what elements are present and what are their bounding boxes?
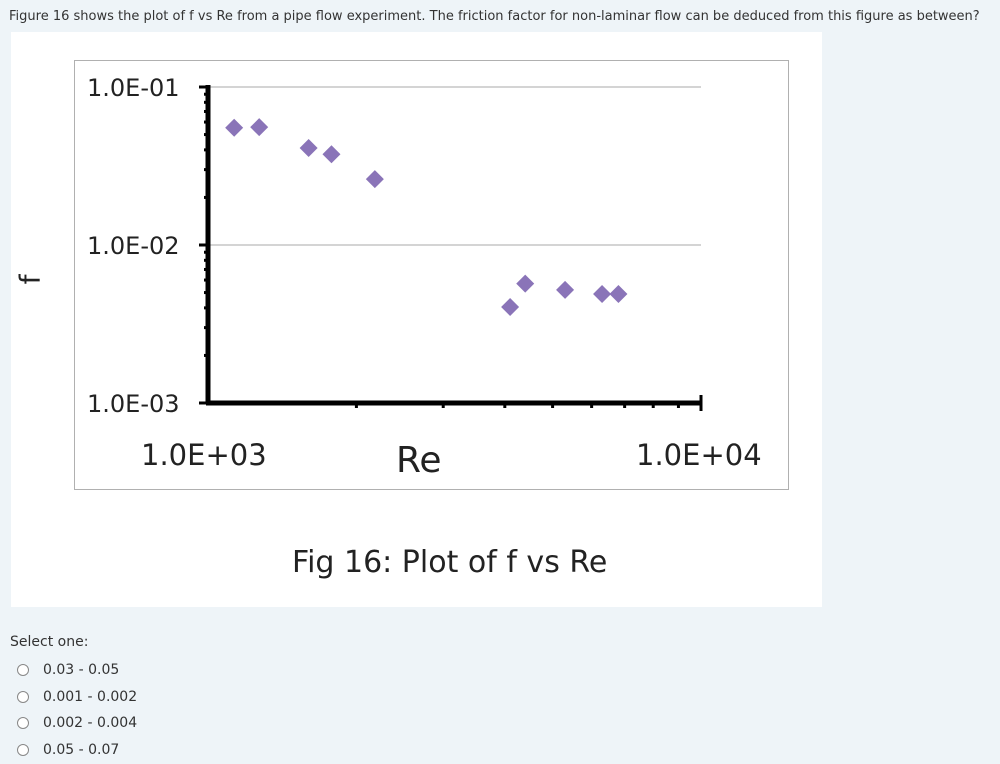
data-point (516, 274, 535, 293)
question-text: Figure 16 shows the plot of f vs Re from… (9, 9, 980, 24)
data-point (556, 280, 575, 299)
answer-option[interactable]: 0.03 - 0.05 (17, 657, 137, 684)
radio-button[interactable] (17, 690, 29, 703)
y-tick-label: 1.0E-03 (87, 390, 180, 418)
data-point (501, 298, 520, 317)
x-axis-label: Re (396, 440, 442, 481)
data-point (609, 284, 628, 303)
figure-panel: 1.0E-01 1.0E-02 1.0E-03 1.0E+03 1.0E+04 Re Fi… (11, 32, 822, 607)
x-tick-label: 1.0E+04 (636, 438, 762, 472)
figure-caption: Fig 16: Plot of f vs Re (292, 545, 608, 580)
radio-button[interactable] (17, 717, 29, 730)
y-axis-label: f (13, 274, 47, 285)
data-point (322, 145, 341, 164)
y-tick-label: 1.0E-01 (87, 74, 180, 102)
answer-options: 0.03 - 0.05 0.001 - 0.002 0.002 - 0.004 … (17, 657, 137, 763)
scatter-chart: 1.0E-01 1.0E-02 1.0E-03 1.0E+03 1.0E+04 Re (74, 60, 789, 490)
plot-frame (74, 60, 789, 490)
answer-option-label: 0.05 - 0.07 (43, 741, 120, 758)
y-tick-label: 1.0E-02 (87, 232, 180, 260)
radio-button[interactable] (17, 664, 29, 677)
data-point (299, 139, 318, 158)
data-point (225, 118, 244, 137)
data-point (593, 284, 612, 303)
answer-option-label: 0.002 - 0.004 (43, 715, 138, 732)
answer-option[interactable]: 0.001 - 0.002 (17, 684, 137, 711)
select-one-label: Select one: (10, 634, 89, 650)
radio-button[interactable] (17, 743, 29, 756)
answer-option-label: 0.001 - 0.002 (43, 688, 138, 705)
x-tick-label: 1.0E+03 (141, 438, 267, 472)
answer-option[interactable]: 0.002 - 0.004 (17, 710, 137, 737)
data-point (365, 170, 384, 189)
data-point (250, 118, 269, 137)
answer-option-label: 0.03 - 0.05 (43, 662, 120, 679)
answer-option[interactable]: 0.05 - 0.07 (17, 737, 137, 764)
